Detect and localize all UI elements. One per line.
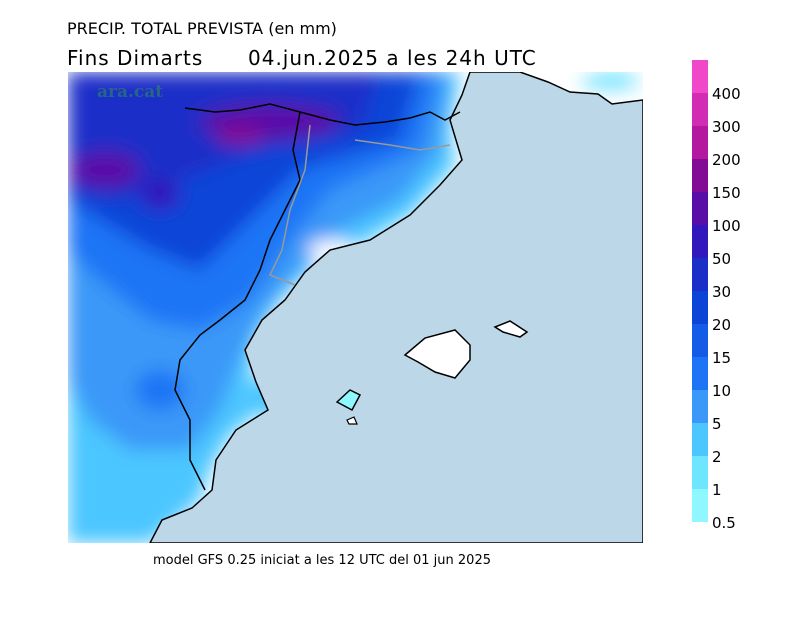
colorbar-swatch	[692, 258, 708, 291]
colorbar-label: 300	[712, 118, 741, 136]
colorbar-swatch	[692, 357, 708, 390]
colorbar-label: 2	[712, 448, 722, 466]
border-catalonia	[268, 124, 451, 286]
colorbar-label: 10	[712, 382, 731, 400]
colorbar-label: 15	[712, 349, 731, 367]
colorbar-swatch	[692, 225, 708, 258]
colorbar-swatch	[692, 60, 708, 93]
colorbar-swatch	[692, 159, 708, 192]
colorbar-swatch	[692, 390, 708, 423]
colorbar-label: 1	[712, 481, 722, 499]
valid-time: 04.jun.2025 a les 24h UTC	[248, 46, 537, 70]
colorbar-swatch	[692, 423, 708, 456]
colorbar-label: 0.5	[712, 514, 736, 532]
colorbar-swatch	[692, 126, 708, 159]
watermark: ara.cat	[97, 82, 163, 102]
title: PRECIP. TOTAL PREVISTA (en mm)	[67, 19, 337, 38]
island-ibiza	[335, 389, 362, 412]
island-mallorca	[403, 329, 471, 379]
colorbar-swatch	[692, 192, 708, 225]
colorbar-swatch	[692, 291, 708, 324]
colorbar-swatch	[692, 489, 708, 522]
sea	[149, 72, 643, 543]
island-formentera	[346, 416, 358, 425]
colorbar-label: 400	[712, 85, 741, 103]
period: Fins Dimarts	[67, 46, 203, 70]
border-region	[174, 111, 301, 491]
colorbar-label: 50	[712, 250, 731, 268]
colorbar-label: 20	[712, 316, 731, 334]
colorbar-label: 100	[712, 217, 741, 235]
colorbar-swatch	[692, 324, 708, 357]
colorbar-label: 5	[712, 415, 722, 433]
colorbar-swatch	[692, 456, 708, 489]
colorbar: 0.5 1 2 5 10 15 20 30 50 100 150 200 300 400	[692, 60, 741, 532]
footer: model GFS 0.25 iniciat a les 12 UTC del …	[153, 553, 491, 568]
colorbar-swatch	[692, 93, 708, 126]
colorbar-label: 200	[712, 151, 741, 169]
island-menorca	[493, 320, 529, 338]
border-france	[184, 103, 461, 126]
colorbar-label: 150	[712, 184, 741, 202]
colorbar-label: 30	[712, 283, 731, 301]
map: ara.cat	[68, 72, 643, 543]
